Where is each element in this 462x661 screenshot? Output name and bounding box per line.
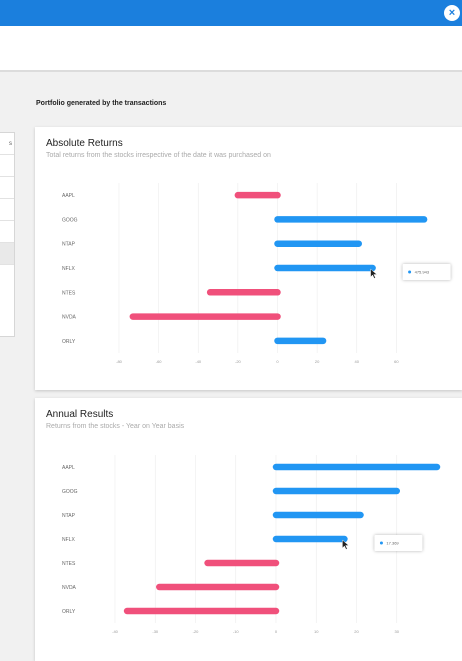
category-label: NTAP (62, 513, 76, 519)
x-tick-label: 60 (394, 359, 399, 364)
tooltip-dot-icon (379, 541, 383, 545)
x-tick-label: -60 (156, 359, 163, 364)
chart-title: Annual Results (46, 409, 114, 420)
x-tick-label: -20 (235, 359, 242, 364)
chart-subtitle: Returns from the stocks - Year on Year b… (46, 423, 185, 430)
tooltip-value: 475.943 (415, 270, 430, 275)
section-title: Portfolio generated by the transactions (36, 100, 167, 107)
tooltip-dot-icon (408, 270, 412, 274)
category-label: NFLX (62, 537, 75, 543)
top-bar: × (0, 0, 462, 26)
absolute-returns-chart: -80 -60 -40 -20 0 20 40 60 AAPL GOOG NTAP NFLX 475.9… (62, 183, 451, 364)
category-label: NFLX (62, 266, 75, 272)
x-tick-label: -20 (193, 629, 200, 634)
left-panel-row[interactable] (0, 177, 14, 199)
absolute-returns-card: Absolute Returns Total returns from the … (35, 127, 462, 390)
header-bar (0, 26, 462, 72)
category-label: GOOG (62, 489, 78, 495)
tooltip-value: 17.369 (386, 541, 399, 546)
x-tick-label: -40 (112, 629, 119, 634)
x-tick-label: -30 (152, 629, 159, 634)
left-panel-row[interactable] (0, 199, 14, 221)
left-panel-row[interactable] (0, 221, 14, 243)
close-icon[interactable]: × (444, 5, 460, 21)
category-label: GOOG (62, 217, 78, 223)
category-label: NTES (62, 561, 76, 567)
cursor-icon (370, 268, 378, 279)
category-label: NTES (62, 290, 76, 296)
category-label: ORLY (62, 609, 76, 615)
category-label: NVDA (62, 585, 77, 591)
x-tick-label: 30 (395, 629, 400, 634)
x-tick-label: -40 (195, 359, 202, 364)
category-label: NVDA (62, 315, 77, 321)
annual-results-card: Annual Results Returns from the stocks -… (35, 398, 462, 661)
x-tick-label: 20 (354, 629, 359, 634)
x-tick-label: 20 (315, 359, 320, 364)
x-tick-label: 40 (355, 359, 360, 364)
x-tick-label: 10 (314, 629, 319, 634)
annual-results-chart: -40 -30 -20 -10 0 10 20 30 AAPL GOOG NTAP NFLX 17.36… (62, 455, 441, 634)
left-panel: s (0, 132, 15, 337)
cursor-icon (342, 539, 350, 550)
chart-title: Absolute Returns (46, 138, 123, 149)
category-label: ORLY (62, 339, 76, 345)
category-label: AAPL (62, 193, 75, 199)
category-label: AAPL (62, 465, 75, 471)
x-tick-label: 0 (275, 629, 278, 634)
x-tick-label: -10 (233, 629, 240, 634)
category-label: NTAP (62, 242, 76, 248)
chart-subtitle: Total returns from the stocks irrespecti… (46, 152, 271, 159)
left-panel-row[interactable]: s (0, 133, 14, 155)
tooltip (374, 535, 423, 551)
x-tick-label: -80 (116, 359, 123, 364)
left-panel-row-selected[interactable] (0, 243, 14, 265)
x-tick-label: 0 (276, 359, 279, 364)
tooltip (402, 264, 451, 280)
left-panel-row[interactable] (0, 155, 14, 177)
